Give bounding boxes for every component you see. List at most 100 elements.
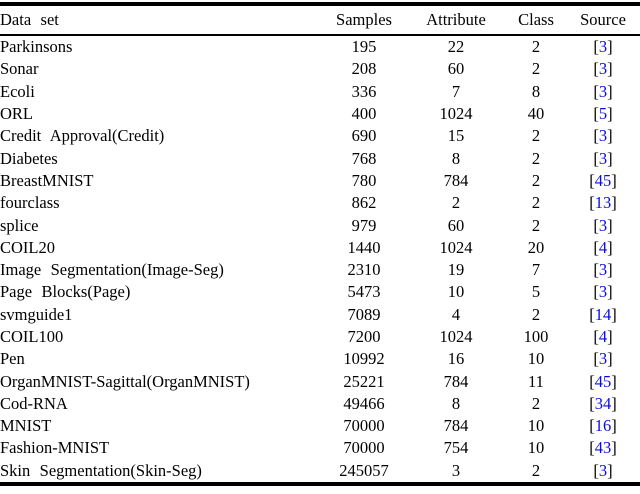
dataset-name: COIL20 bbox=[0, 237, 55, 257]
citation-bracket-close: ] bbox=[611, 416, 617, 436]
dataset-name: Skin Segmentation(Skin-Seg) bbox=[0, 460, 202, 480]
citation-link[interactable]: 3 bbox=[598, 37, 608, 57]
class-value: 2 bbox=[531, 215, 541, 235]
citation-link[interactable]: 3 bbox=[598, 260, 608, 280]
source-cell: [13] bbox=[566, 192, 640, 214]
attribute-value: 784 bbox=[443, 170, 469, 190]
samples-value: 690 bbox=[351, 126, 377, 146]
citation-bracket-close: ] bbox=[607, 282, 613, 302]
samples-value: 1440 bbox=[347, 237, 381, 257]
table-row: Diabetes 768 8 2 [3] bbox=[0, 147, 640, 169]
citation-bracket-open: [ bbox=[589, 304, 595, 324]
class-value: 2 bbox=[531, 304, 541, 324]
citation-link[interactable]: 5 bbox=[598, 104, 608, 124]
class-value: 2 bbox=[531, 460, 541, 480]
samples-value: 862 bbox=[351, 193, 377, 213]
citation-link[interactable]: 43 bbox=[594, 438, 612, 458]
samples-value: 979 bbox=[351, 215, 377, 235]
citation-link[interactable]: 13 bbox=[594, 193, 612, 213]
datasets-table: Data set Samples Attribute Class Source … bbox=[0, 2, 640, 486]
dataset-name: Ecoli bbox=[0, 81, 35, 101]
dataset-name: Parkinsons bbox=[0, 37, 73, 57]
citation-bracket-open: [ bbox=[593, 37, 599, 57]
citation-link[interactable]: 4 bbox=[598, 327, 608, 346]
citation-bracket-open: [ bbox=[593, 260, 599, 280]
header-row: Data set Samples Attribute Class Source bbox=[0, 4, 640, 36]
dataset-name: ORL bbox=[0, 104, 33, 124]
attribute-value: 784 bbox=[443, 371, 469, 391]
table-row: Pen 10992 16 10 [3] bbox=[0, 348, 640, 370]
class-value: 2 bbox=[531, 37, 541, 57]
class-value: 40 bbox=[527, 104, 545, 124]
citation-link[interactable]: 3 bbox=[598, 148, 608, 168]
citation-bracket-close: ] bbox=[607, 126, 613, 146]
citation-bracket-close: ] bbox=[607, 460, 613, 480]
table-row: Ecoli 336 7 8 [3] bbox=[0, 81, 640, 103]
dataset-name: fourclass bbox=[0, 193, 60, 213]
citation-bracket-close: ] bbox=[611, 393, 617, 413]
attribute-value: 2 bbox=[451, 193, 461, 213]
col-header-class: Class bbox=[506, 4, 566, 36]
citation-link[interactable]: 45 bbox=[594, 170, 612, 190]
source-cell: [45] bbox=[566, 370, 640, 392]
table-row: ORL 400 1024 40 [5] bbox=[0, 103, 640, 125]
class-value: 2 bbox=[531, 193, 541, 213]
citation-link[interactable]: 16 bbox=[594, 416, 612, 436]
citation-link[interactable]: 3 bbox=[598, 59, 608, 79]
samples-value: 25221 bbox=[343, 371, 385, 391]
attribute-value: 8 bbox=[451, 148, 461, 168]
dataset-name: Image Segmentation(Image-Seg) bbox=[0, 260, 224, 280]
source-cell: [34] bbox=[566, 393, 640, 415]
source-cell: [16] bbox=[566, 415, 640, 437]
citation-bracket-open: [ bbox=[593, 282, 599, 302]
citation-link[interactable]: 34 bbox=[594, 393, 612, 413]
table-row: COIL20 1440 1024 20 [4] bbox=[0, 237, 640, 259]
dataset-name: Fashion-MNIST bbox=[0, 438, 110, 458]
source-cell: [5] bbox=[566, 103, 640, 125]
citation-link[interactable]: 45 bbox=[594, 371, 612, 391]
class-value: 20 bbox=[527, 237, 545, 257]
attribute-value: 754 bbox=[443, 438, 469, 458]
col-header-source: Source bbox=[566, 4, 640, 36]
citation-bracket-close: ] bbox=[607, 237, 613, 257]
citation-bracket-open: [ bbox=[593, 59, 599, 79]
samples-value: 400 bbox=[351, 104, 377, 124]
citation-link[interactable]: 3 bbox=[598, 81, 608, 101]
citation-link[interactable]: 14 bbox=[594, 304, 612, 324]
source-cell: [3] bbox=[566, 125, 640, 147]
attribute-value: 10 bbox=[447, 282, 465, 302]
attribute-value: 784 bbox=[443, 416, 469, 436]
citation-link[interactable]: 3 bbox=[598, 126, 608, 146]
citation-link[interactable]: 3 bbox=[598, 282, 608, 302]
source-cell: [4] bbox=[566, 237, 640, 259]
citation-link[interactable]: 4 bbox=[598, 237, 608, 257]
dataset-name: Pen bbox=[0, 349, 25, 369]
citation-link[interactable]: 3 bbox=[598, 460, 608, 480]
dataset-name: Sonar bbox=[0, 59, 39, 79]
citation-bracket-close: ] bbox=[607, 81, 613, 101]
citation-link[interactable]: 3 bbox=[598, 215, 608, 235]
attribute-value: 19 bbox=[447, 260, 465, 280]
source-cell: [3] bbox=[566, 147, 640, 169]
class-value: 2 bbox=[531, 393, 541, 413]
samples-value: 70000 bbox=[343, 416, 385, 436]
source-cell: [14] bbox=[566, 304, 640, 326]
source-cell: [3] bbox=[566, 460, 640, 484]
dataset-name: Cod-RNA bbox=[0, 393, 68, 413]
table-row: Credit Approval(Credit) 690 15 2 [3] bbox=[0, 125, 640, 147]
attribute-value: 4 bbox=[451, 304, 461, 324]
attribute-value: 60 bbox=[447, 215, 465, 235]
citation-bracket-close: ] bbox=[611, 193, 617, 213]
citation-bracket-close: ] bbox=[611, 170, 617, 190]
source-cell: [3] bbox=[566, 58, 640, 80]
table-row: MNIST 70000 784 10 [16] bbox=[0, 415, 640, 437]
citation-bracket-close: ] bbox=[607, 349, 613, 369]
citation-link[interactable]: 3 bbox=[598, 349, 608, 369]
col-header-samples: Samples bbox=[322, 4, 406, 36]
class-value: 100 bbox=[523, 327, 549, 346]
source-cell: [3] bbox=[566, 281, 640, 303]
table-row: splice 979 60 2 [3] bbox=[0, 214, 640, 236]
citation-bracket-close: ] bbox=[607, 215, 613, 235]
attribute-value: 60 bbox=[447, 59, 465, 79]
attribute-value: 3 bbox=[451, 460, 461, 480]
